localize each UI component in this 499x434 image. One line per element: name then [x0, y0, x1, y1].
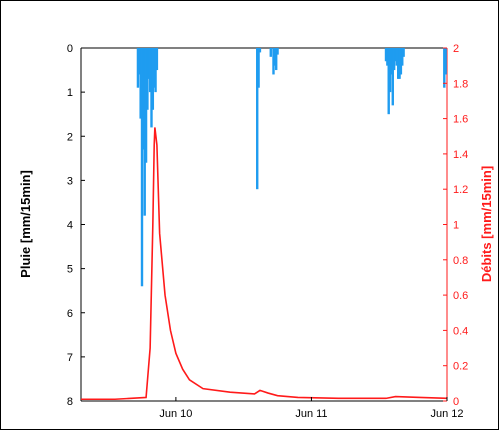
right-tick-label: 0 [453, 396, 459, 408]
rain-bar [384, 48, 388, 62]
rain-bar [387, 48, 390, 115]
left-tick-label: 1 [67, 87, 73, 99]
rain-bar [397, 48, 400, 79]
rain-bar [401, 48, 404, 66]
left-tick-label: 5 [67, 264, 73, 276]
rain-bar [258, 48, 262, 53]
rain-bar [144, 48, 148, 163]
left-tick-label: 7 [67, 352, 73, 364]
rain-bar [142, 48, 145, 150]
left-tick-label: 2 [67, 131, 73, 143]
rain-bar [444, 48, 447, 75]
right-axis-ticks: 0 0.2 0.4 0.6 0.8 1 1.2 1.4 1.6 1.8 2 [443, 43, 468, 408]
rain-bar [150, 48, 153, 128]
rain-bar [276, 48, 279, 55]
rain-bar [386, 48, 389, 66]
rain-bar [269, 48, 272, 57]
rain-bar [143, 48, 146, 216]
rain-bars [136, 48, 447, 287]
left-tick-label: 3 [67, 175, 73, 187]
rain-bar [388, 48, 392, 93]
left-tick-label: 4 [67, 220, 73, 232]
rain-bar [153, 48, 156, 88]
rain-bar [273, 48, 277, 66]
x-tick-label: Jun 10 [159, 408, 192, 420]
rain-bar [395, 48, 399, 66]
rain-bar [139, 48, 142, 119]
left-axis-ticks: 0 1 2 3 4 5 6 7 8 [67, 43, 85, 408]
left-tick-label: 6 [67, 308, 73, 320]
right-tick-label: 0.8 [453, 255, 468, 267]
rain-bar [147, 48, 150, 79]
right-tick-label: 1.6 [453, 114, 468, 126]
rain-bar [257, 48, 260, 88]
y-axis-label-right: Débits [mm/15min] [479, 166, 494, 282]
rain-bar [146, 48, 149, 110]
x-tick-label: Jun 12 [430, 408, 463, 420]
rain-bar [392, 48, 396, 71]
y-axis-label-left: Pluie [mm/15min] [18, 170, 33, 278]
rain-bar [399, 48, 403, 75]
rain-bar [138, 48, 141, 75]
rain-bar [394, 48, 397, 62]
right-tick-label: 1.4 [453, 149, 468, 161]
x-tick-label: Jun 11 [295, 408, 327, 420]
flow-line-group [81, 127, 448, 401]
rain-bar [402, 48, 405, 57]
right-tick-label: 2 [453, 43, 459, 55]
rain-bar [275, 48, 278, 71]
right-tick-label: 0.6 [453, 290, 468, 302]
rain-bar [391, 48, 394, 106]
rain-bar [443, 48, 446, 88]
rain-bar [140, 48, 144, 287]
left-tick-label: 8 [67, 396, 73, 408]
right-tick-label: 1 [453, 220, 459, 232]
rain-bar [272, 48, 275, 75]
rain-bar [398, 48, 401, 79]
rain-bar [256, 48, 259, 190]
right-tick-label: 0.4 [453, 325, 468, 337]
right-tick-label: 1.2 [453, 184, 468, 196]
right-tick-label: 0.2 [453, 361, 468, 373]
rain-bar [151, 48, 155, 110]
rain-bar [136, 48, 140, 88]
rain-bar [148, 48, 152, 93]
rain-bar [155, 48, 159, 71]
rain-bar [390, 48, 393, 75]
flow-line [81, 127, 448, 401]
rain-bar [154, 48, 157, 93]
left-tick-label: 0 [67, 43, 73, 55]
right-tick-label: 1.8 [453, 78, 468, 90]
x-axis-ticks: Jun 10 Jun 11 Jun 12 [159, 397, 464, 420]
